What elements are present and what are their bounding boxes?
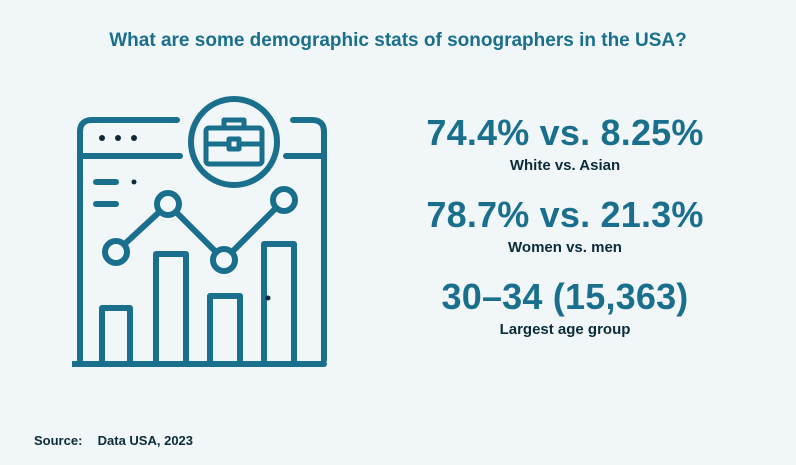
stat-ethnicity: 74.4% vs. 8.25% White vs. Asian xyxy=(400,112,730,176)
stat-age: 30–34 (15,363) Largest age group xyxy=(400,276,730,340)
stat-gender: 78.7% vs. 21.3% Women vs. men xyxy=(400,194,730,258)
bar-1 xyxy=(99,305,133,367)
source-label: Source: xyxy=(34,433,83,448)
stat-value: 74.4% vs. 8.25% xyxy=(426,112,704,153)
analytics-illustration xyxy=(69,92,332,372)
bar-3 xyxy=(207,293,243,367)
stat-label: Women vs. men xyxy=(508,239,622,256)
bar-2 xyxy=(153,251,189,367)
stat-label: Largest age group xyxy=(499,321,631,338)
browser-window-icon xyxy=(69,96,327,367)
stat-label: White vs. Asian xyxy=(509,157,621,174)
line-chart-icon xyxy=(113,197,287,263)
stat-value: 30–34 (15,363) xyxy=(441,276,689,317)
briefcase-circle xyxy=(188,96,280,188)
page-title: What are some demographic stats of sonog… xyxy=(109,30,687,51)
stats-panel: 74.4% vs. 8.25% White vs. Asian 78.7% vs… xyxy=(400,112,730,358)
stat-value: 78.7% vs. 21.3% xyxy=(426,194,704,235)
source-note: Source: Data USA, 2023 xyxy=(34,433,193,448)
source-text: Data USA, 2023 xyxy=(97,433,194,448)
bar-4 xyxy=(261,241,297,367)
briefcase-icon xyxy=(203,117,265,167)
